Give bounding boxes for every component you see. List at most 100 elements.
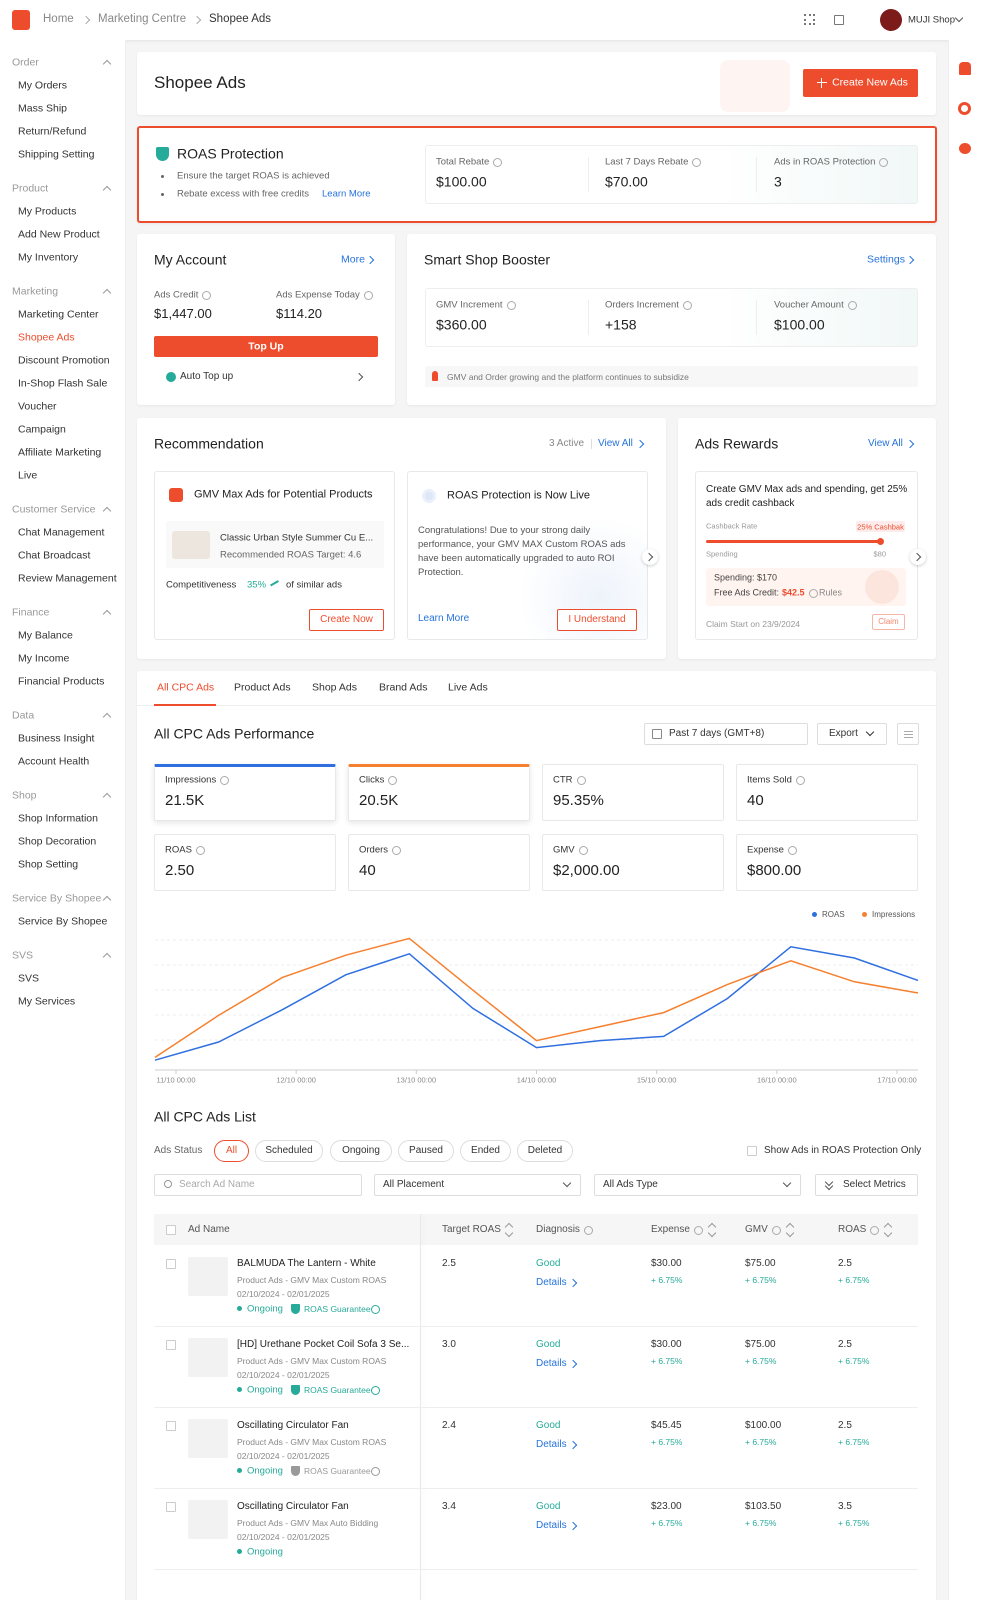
notification-icon[interactable] xyxy=(959,62,971,75)
next-arrow[interactable] xyxy=(910,549,926,565)
sidebar-item[interactable]: My Orders xyxy=(18,79,68,92)
sidebar-item[interactable]: Chat Broadcast xyxy=(18,549,91,562)
date-picker[interactable] xyxy=(644,723,808,745)
details-link[interactable]: Details xyxy=(536,1358,567,1369)
sidebar-item[interactable]: Affiliate Marketing xyxy=(18,446,102,459)
details-link[interactable]: Details xyxy=(536,1520,567,1531)
sidebar-item[interactable]: My Inventory xyxy=(18,251,79,264)
claim-button[interactable] xyxy=(872,614,905,630)
tab[interactable]: Brand Ads xyxy=(379,681,428,694)
ad-name[interactable]: Oscillating Circulator Fan xyxy=(237,1501,349,1512)
checkbox[interactable] xyxy=(166,1225,176,1235)
sidebar-item[interactable]: Campaign xyxy=(18,423,66,436)
rules-link[interactable]: Rules xyxy=(819,587,843,598)
ad-status: Ongoing xyxy=(247,1384,283,1396)
sidebar-item[interactable]: Shopee Ads xyxy=(18,331,75,344)
metric-card[interactable] xyxy=(154,834,336,891)
details-link[interactable]: Details xyxy=(536,1439,567,1450)
roas-change: + 6.75% xyxy=(838,1274,870,1285)
metric-card[interactable] xyxy=(542,764,724,821)
plus-icon xyxy=(817,78,827,88)
status-filter[interactable] xyxy=(214,1140,249,1162)
metric-card[interactable] xyxy=(736,834,918,891)
status-filter[interactable] xyxy=(460,1140,511,1162)
sidebar-item[interactable]: My Balance xyxy=(18,629,73,642)
sidebar-item[interactable]: Mass Ship xyxy=(18,102,68,115)
export-button[interactable] xyxy=(817,723,887,745)
chat-icon[interactable] xyxy=(959,143,971,154)
sidebar-item[interactable]: Chat Management xyxy=(18,526,105,539)
tab[interactable]: Shop Ads xyxy=(312,681,357,694)
rec-learn-more[interactable]: Learn More xyxy=(418,613,470,624)
shop-name[interactable]: MUJI Shop xyxy=(908,14,955,26)
metric-card[interactable] xyxy=(348,764,530,821)
breadcrumb-item[interactable]: Home xyxy=(43,13,74,26)
understand-button[interactable] xyxy=(557,609,637,631)
sidebar-item[interactable]: Business Insight xyxy=(18,732,95,745)
sidebar-item[interactable]: Account Health xyxy=(18,755,90,768)
details-link[interactable]: Details xyxy=(536,1277,567,1288)
sidebar-item[interactable]: Shop Setting xyxy=(18,858,79,871)
metric-card[interactable] xyxy=(348,834,530,891)
checkbox[interactable] xyxy=(166,1340,176,1350)
booster-settings[interactable]: Settings xyxy=(867,253,905,266)
status-filter[interactable] xyxy=(330,1140,392,1162)
sidebar-item[interactable]: Shop Decoration xyxy=(18,835,97,848)
recommendation-view-all[interactable]: View All xyxy=(598,438,633,449)
ad-name[interactable]: Oscillating Circulator Fan xyxy=(237,1420,349,1431)
ad-name[interactable]: BALMUDA The Lantern - White xyxy=(237,1258,376,1269)
metric-value: 2.50 xyxy=(165,862,195,879)
roas-bullet: Ensure the target ROAS is achieved xyxy=(177,170,330,182)
roas-learn-more[interactable]: Learn More xyxy=(322,188,371,200)
rec-product-target: Recommended ROAS Target: 4.6 xyxy=(220,549,362,561)
sidebar-item[interactable]: Discount Promotion xyxy=(18,354,110,367)
checkbox[interactable] xyxy=(166,1421,176,1431)
spending-max: $80 xyxy=(873,549,886,559)
checkbox[interactable] xyxy=(166,1259,176,1269)
breadcrumb-item[interactable]: Marketing Centre xyxy=(98,13,187,26)
product-image xyxy=(172,531,210,559)
status-filter[interactable] xyxy=(255,1140,323,1162)
column-header: Diagnosis xyxy=(536,1224,580,1235)
metric-card[interactable] xyxy=(542,834,724,891)
support-icon[interactable] xyxy=(958,102,971,115)
my-account-more[interactable]: More xyxy=(341,253,365,266)
metric-card[interactable] xyxy=(154,764,336,821)
sidebar-item[interactable]: Service By Shopee xyxy=(18,915,108,928)
ads-list-title: All CPC Ads List xyxy=(154,1108,256,1125)
sidebar-item[interactable]: Marketing Center xyxy=(18,308,99,321)
sidebar-item[interactable]: SVS xyxy=(18,972,40,985)
tab[interactable]: All CPC Ads xyxy=(157,681,215,694)
top-up-button[interactable] xyxy=(154,336,378,357)
placement-select[interactable] xyxy=(374,1174,581,1196)
sidebar-item[interactable]: Shipping Setting xyxy=(18,148,95,161)
ad-name[interactable]: [HD] Urethane Pocket Coil Sofa 3 Se... xyxy=(237,1339,410,1350)
sidebar-item[interactable]: My Services xyxy=(18,995,76,1008)
status-filter[interactable] xyxy=(517,1140,573,1162)
ads-type-select[interactable] xyxy=(594,1174,801,1196)
sidebar-item[interactable]: In-Shop Flash Sale xyxy=(18,377,108,390)
create-now-button[interactable] xyxy=(309,609,384,631)
sidebar-item[interactable]: Add New Product xyxy=(18,228,100,241)
select-metrics-button[interactable] xyxy=(815,1174,918,1196)
search-box[interactable] xyxy=(154,1174,362,1196)
checkbox[interactable] xyxy=(166,1502,176,1512)
sidebar-item[interactable]: Shop Information xyxy=(18,812,98,825)
sidebar-section: Customer Service xyxy=(12,503,96,516)
checkbox[interactable] xyxy=(747,1146,757,1156)
sidebar-item[interactable]: My Products xyxy=(18,205,77,218)
tab[interactable]: Product Ads xyxy=(234,681,291,694)
status-filter[interactable] xyxy=(398,1140,454,1162)
sidebar-item[interactable]: Voucher xyxy=(18,400,57,413)
sidebar-item[interactable]: Return/Refund xyxy=(18,125,87,138)
auto-top-up[interactable]: Auto Top up xyxy=(180,371,234,382)
sidebar-item[interactable]: My Income xyxy=(18,652,70,665)
menu-button[interactable] xyxy=(897,723,919,745)
next-arrow[interactable] xyxy=(642,549,658,565)
metric-card[interactable] xyxy=(736,764,918,821)
sidebar-item[interactable]: Review Management xyxy=(18,572,117,585)
tab[interactable]: Live Ads xyxy=(448,681,488,694)
ads-rewards-view-all[interactable]: View All xyxy=(868,438,903,449)
sidebar-item[interactable]: Live xyxy=(18,469,38,482)
sidebar-item[interactable]: Financial Products xyxy=(18,675,105,688)
